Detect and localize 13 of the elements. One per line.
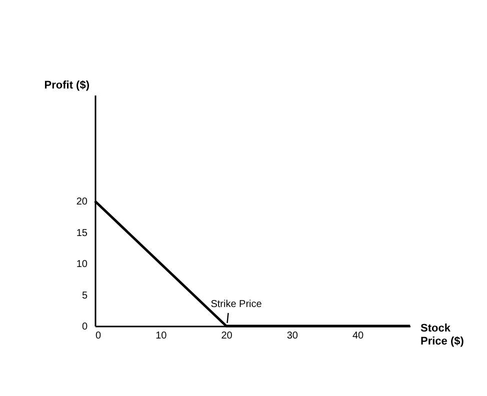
y-tick-label: 15 [76, 228, 88, 239]
x-tick-label: 0 [96, 330, 102, 342]
x-tick-label: 40 [352, 330, 364, 342]
x-tick-label: 30 [286, 330, 298, 342]
annotation: Strike Price [210, 299, 262, 310]
x-tick-label: 20 [221, 330, 233, 342]
x-axis-title: Stock Price ($) [420, 322, 464, 348]
y-tick-label: 5 [82, 290, 88, 302]
y-tick-label: 0 [82, 322, 88, 332]
y-axis-title: Profit ($) [44, 80, 90, 92]
y-tick-label: 20 [76, 196, 88, 208]
y-tick-label: 10 [76, 259, 88, 270]
x-tick-label: 10 [156, 330, 168, 342]
